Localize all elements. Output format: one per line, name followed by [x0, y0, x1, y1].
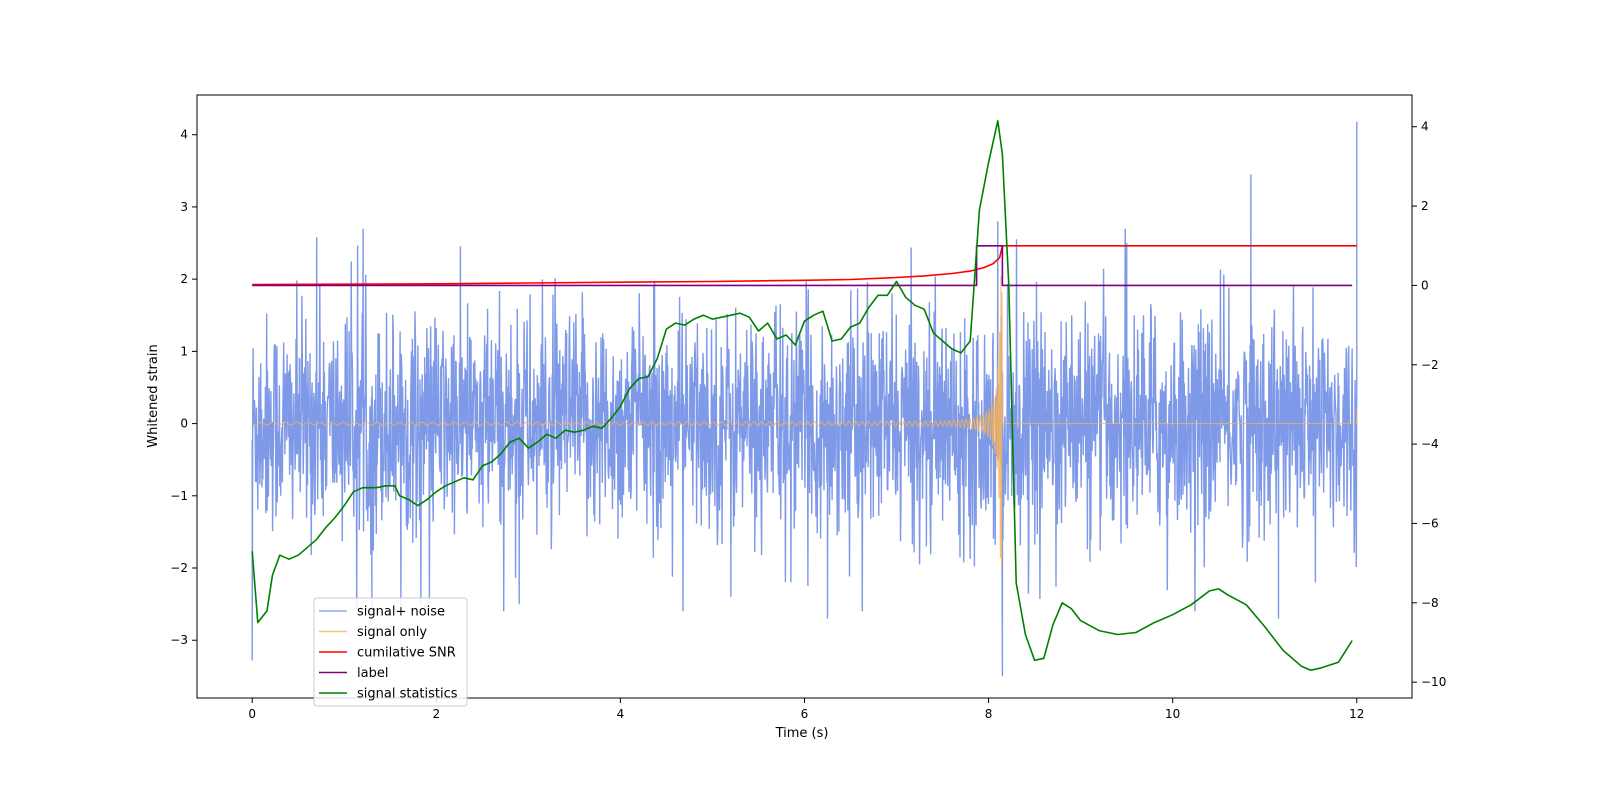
y-right-tick-label: −4 — [1421, 437, 1439, 451]
legend: signal+ noise signal only cumilative SNR la… — [313, 597, 468, 707]
x-tick-label: 0 — [248, 707, 256, 721]
y-left-tick-label: 3 — [180, 200, 188, 214]
y-right-tick-label: 0 — [1421, 278, 1429, 292]
y-axis-label: Whitened strain — [146, 344, 161, 447]
x-axis-label: Time (s) — [775, 726, 829, 741]
y-left-tick-label: 4 — [180, 128, 188, 142]
y-right-tick-label: −6 — [1421, 516, 1439, 530]
series-layer — [251, 120, 1358, 677]
legend-label: signal only — [357, 625, 427, 640]
series-label-line — [252, 245, 1353, 287]
y-right-tick-label: 4 — [1421, 120, 1429, 134]
x-tick-label: 10 — [1165, 707, 1180, 721]
legend-label: label — [357, 666, 388, 681]
x-tick-label: 8 — [985, 707, 993, 721]
y-left-tick-label: −3 — [170, 633, 188, 647]
series-signal-noise-line — [251, 121, 1358, 677]
legend-label: cumilative SNR — [357, 646, 456, 661]
y-right-tick-label: 2 — [1421, 199, 1429, 213]
y-right-tick-label: −2 — [1421, 358, 1439, 372]
y-right-tick-label: −8 — [1421, 596, 1439, 610]
x-tick-label: 6 — [801, 707, 809, 721]
y-left-tick-label: 1 — [180, 344, 188, 358]
series-cumulative-snr-line — [252, 245, 1357, 286]
y-left-tick-label: 2 — [180, 272, 188, 286]
legend-box — [313, 597, 468, 707]
y-left-tick-label: 0 — [180, 417, 188, 431]
x-tick-label: 12 — [1349, 707, 1364, 721]
series-signal-only-line — [251, 275, 1358, 570]
series-signal-statistics-line — [251, 120, 1353, 671]
x-tick-label: 4 — [617, 707, 625, 721]
legend-label: signal+ noise — [357, 605, 445, 620]
y-left-tick-label: −2 — [170, 561, 188, 575]
y-axis-right-ticks: −10 −8 −6 −4 −2 0 2 4 — [1412, 120, 1446, 689]
y-right-tick-label: −10 — [1421, 675, 1446, 689]
legend-label: signal statistics — [357, 687, 458, 702]
y-axis-left-ticks: −3 −2 −1 0 1 2 3 4 — [170, 128, 197, 647]
x-tick-label: 2 — [432, 707, 440, 721]
y-left-tick-label: −1 — [170, 489, 188, 503]
